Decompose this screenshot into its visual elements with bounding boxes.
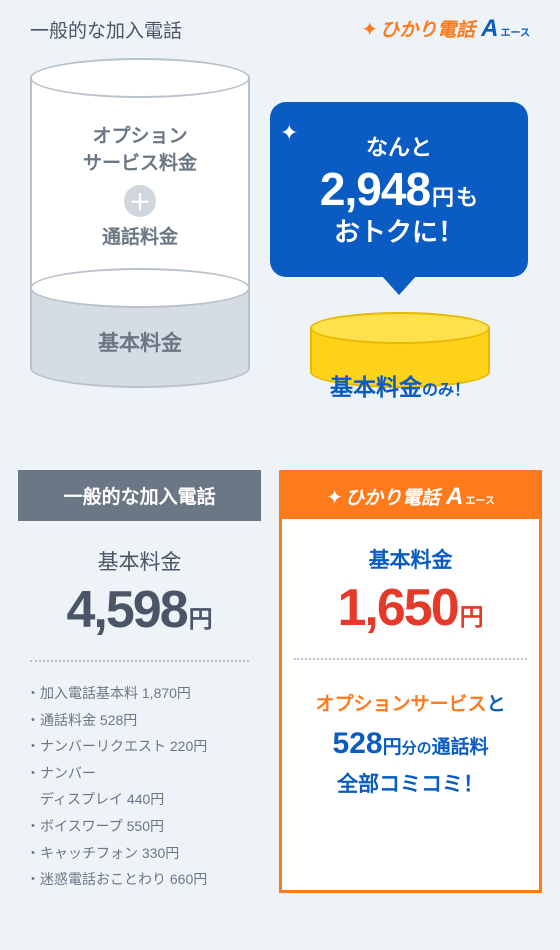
card-right-price-block: 基本料金 1,650 円 [282, 519, 539, 658]
header-left-title: 一般的な加入電話 [30, 16, 182, 43]
promo-l2-small: 分の [402, 737, 432, 761]
breakdown-list: 加入電話基本料 1,870円 通話料金 528円 ナンバーリクエスト 220円 … [18, 662, 261, 893]
brand-logo: ✦ ひかり電話 A エース [361, 15, 530, 43]
card-left: 一般的な加入電話 基本料金 4,598 円 加入電話基本料 1,870円 通話料… [18, 470, 261, 893]
card-left-price: 4,598 [67, 580, 187, 640]
promo-l1-orange: オプションサービス [316, 694, 487, 715]
promo-l2-num: 528 [333, 720, 383, 768]
card-left-header: 一般的な加入電話 [18, 470, 261, 521]
card-right: ✦ ひかり電話 A エース 基本料金 1,650 円 オプションサービスと 52… [279, 470, 542, 893]
yellow-label-big: 基本料金 [330, 374, 422, 400]
plus-icon: ＋ [124, 185, 156, 217]
savings-bubble: ✦ なんと 2,948 円 も おトクに！ [270, 102, 528, 277]
card-right-yen: 円 [460, 597, 484, 632]
breakdown-item: ナンバー [26, 760, 253, 787]
promo-l1-rest: と [487, 694, 506, 715]
card-left-price-row: 4,598 円 [18, 580, 261, 640]
comparison-cards: 一般的な加入電話 基本料金 4,598 円 加入電話基本料 1,870円 通話料… [0, 440, 560, 893]
breakdown-item: キャッチフォン 330円 [26, 840, 253, 867]
bubble-line1: なんと [366, 130, 432, 162]
bubble-line3: おトクに！ [334, 212, 464, 249]
card-right-price-row: 1,650 円 [282, 578, 539, 638]
cyl-lower-label: 基本料金 [98, 317, 182, 357]
bubble-yen: 円 [432, 180, 454, 212]
star-icon: ✦ [326, 485, 343, 510]
cyl-upper-body: オプション サービス料金 ＋ 通話料金 [30, 78, 250, 288]
card-left-price-block: 基本料金 4,598 円 [18, 521, 261, 660]
bubble-mo: も [456, 180, 478, 212]
cylinder-row: オプション サービス料金 ＋ 通話料金 基本料金 ✦ なんと 2,948 円 も… [20, 58, 540, 388]
promo-line2: 528円分の通話料 [296, 720, 525, 768]
left-cylinder: オプション サービス料金 ＋ 通話料金 基本料金 [30, 58, 250, 388]
cyl-top-ellipse [30, 58, 250, 98]
card-left-yen: 円 [189, 599, 213, 634]
promo-line1: オプションサービスと [296, 690, 525, 720]
breakdown-item: 通話料金 528円 [26, 707, 253, 734]
breakdown-item: 加入電話基本料 1,870円 [26, 680, 253, 707]
cyl-upper-line3: 通話料金 [102, 225, 178, 252]
cyl-upper-line2: サービス料金 [83, 151, 197, 178]
breakdown-item: ボイスワープ 550円 [26, 813, 253, 840]
card-right-price: 1,650 [338, 578, 458, 638]
brand-logo-white: ✦ ひかり電話 A エース [282, 483, 539, 511]
bubble-line2: 2,948 円 も [320, 162, 478, 216]
breakdown-item: ナンバーリクエスト 220円 [26, 733, 253, 760]
promo-l2-yen: 円 [383, 733, 402, 763]
star-icon: ✦ [361, 17, 378, 42]
brand-text: ひかり電話 [380, 15, 475, 42]
card-left-price-label: 基本料金 [18, 546, 261, 576]
brand-text: ひかり電話 [345, 483, 440, 510]
promo-l2-rest: 通話料 [432, 733, 489, 763]
yellow-cyl-top [310, 312, 490, 344]
cyl-upper-line1: オプション [92, 124, 187, 151]
yellow-label-small: のみ！ [422, 382, 470, 399]
breakdown-item: 迷惑電話おことわり 660円 [26, 866, 253, 893]
card-right-price-label: 基本料金 [282, 544, 539, 574]
promo-block: オプションサービスと 528円分の通話料 全部コミコミ！ [282, 660, 539, 802]
promo-line3: 全部コミコミ！ [296, 768, 525, 802]
sparkle-icon: ✦ [280, 120, 298, 146]
card-right-header: ✦ ひかり電話 A エース [282, 473, 539, 519]
top-header: 一般的な加入電話 ✦ ひかり電話 A エース [20, 0, 540, 53]
brand-a: A [446, 483, 463, 511]
cyl-mid-ellipse [30, 268, 250, 308]
brand-a-sub: エース [501, 24, 531, 39]
comparison-top: 一般的な加入電話 ✦ ひかり電話 A エース オプション サービス料金 ＋ 通話… [0, 0, 560, 440]
brand-a-sub: エース [465, 492, 495, 507]
breakdown-item-cont: ディスプレイ 440円 [26, 786, 253, 813]
brand-a: A [481, 15, 498, 43]
right-side: ✦ なんと 2,948 円 も おトクに！ 基本料金のみ！ [270, 102, 530, 388]
yellow-label: 基本料金のみ！ [330, 368, 470, 402]
yellow-cylinder: 基本料金のみ！ [310, 312, 490, 388]
bubble-price: 2,948 [320, 162, 430, 216]
